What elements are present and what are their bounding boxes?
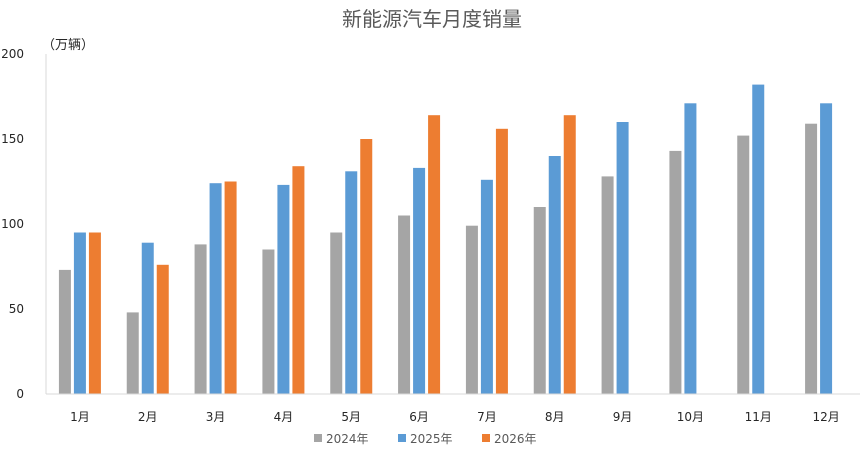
bar <box>224 181 237 394</box>
legend-label: 2024年 <box>326 432 369 446</box>
x-tick-label: 7月 <box>477 410 497 424</box>
x-tick-label: 9月 <box>613 410 633 424</box>
bar <box>616 122 629 394</box>
bar <box>563 115 576 394</box>
x-tick-label: 12月 <box>812 410 839 424</box>
bar <box>345 171 358 394</box>
x-tick-label: 8月 <box>545 410 565 424</box>
chart-title: 新能源汽车月度销量 <box>342 7 522 31</box>
bar <box>601 176 614 394</box>
y-tick-label: 0 <box>16 387 24 401</box>
x-tick-label: 6月 <box>409 410 429 424</box>
bar <box>480 179 493 394</box>
legend-swatch <box>398 434 406 442</box>
legend-label: 2025年 <box>410 432 453 446</box>
bar <box>126 312 139 394</box>
x-tick-label: 5月 <box>341 410 361 424</box>
bar <box>413 167 426 394</box>
y-tick-label: 200 <box>1 47 24 61</box>
bar <box>533 207 546 394</box>
bar <box>669 150 682 394</box>
bar <box>465 225 478 394</box>
legend-swatch <box>482 434 490 442</box>
bar <box>684 103 697 395</box>
legend-label: 2026年 <box>494 432 537 446</box>
y-tick-label: 150 <box>1 132 24 146</box>
bars-group <box>58 84 833 395</box>
bar <box>73 232 86 394</box>
y-tick-label: 50 <box>9 302 24 316</box>
y-axis-ticks: 0 50 100 150 200 <box>1 47 24 401</box>
bar <box>292 166 305 394</box>
bar <box>330 232 343 394</box>
y-tick-label: 100 <box>1 217 24 231</box>
bar <box>360 139 373 394</box>
y-axis-unit-label: （万辆） <box>42 38 94 53</box>
bar <box>398 215 411 394</box>
x-axis-ticks: 1月 2月 3月 4月 5月 6月 7月 8月 9月 10月 11月 12月 <box>70 410 840 424</box>
bar <box>156 264 169 394</box>
legend-swatch <box>314 434 322 442</box>
legend: 2024年 2025年 2026年 <box>314 432 537 446</box>
x-tick-label: 3月 <box>206 410 226 424</box>
bar <box>752 84 765 394</box>
x-tick-label: 10月 <box>677 410 704 424</box>
bar <box>262 249 275 394</box>
x-tick-label: 4月 <box>274 410 294 424</box>
bar <box>277 184 290 394</box>
x-tick-label: 1月 <box>70 410 90 424</box>
bar <box>194 244 207 394</box>
bar <box>820 103 833 395</box>
bar <box>141 242 154 394</box>
bar <box>805 123 818 394</box>
x-tick-label: 11月 <box>745 410 772 424</box>
bar <box>58 269 71 394</box>
bar <box>548 156 561 394</box>
bar <box>495 128 508 395</box>
bar <box>428 115 441 394</box>
x-tick-label: 2月 <box>138 410 158 424</box>
bar <box>88 232 101 394</box>
bar <box>737 135 750 394</box>
bar <box>209 183 222 394</box>
